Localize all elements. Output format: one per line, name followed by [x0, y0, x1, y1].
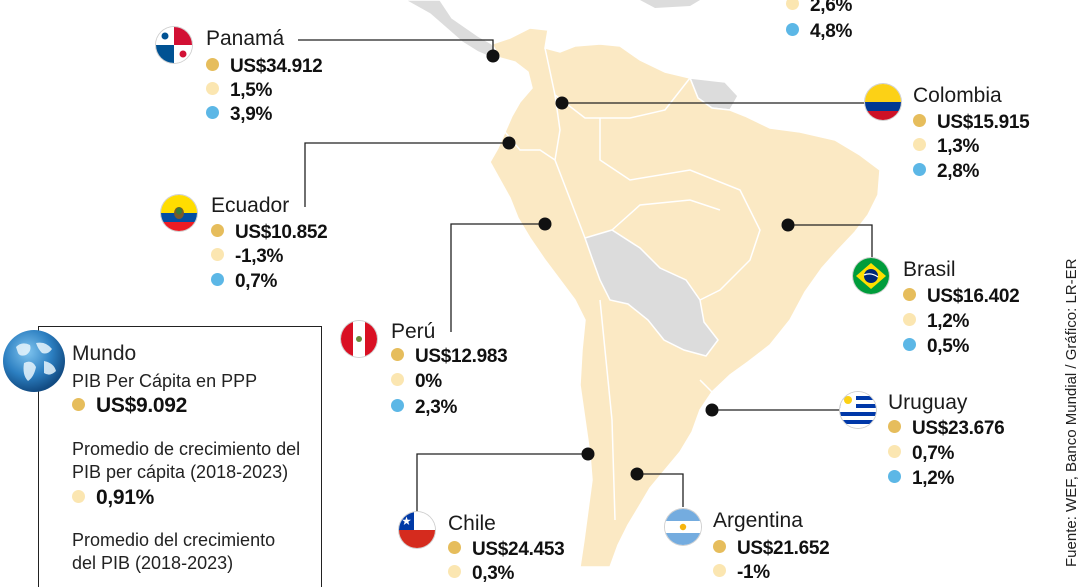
argentina-crecimiento: -1% [713, 561, 770, 585]
tasa-dot-icon [206, 106, 219, 120]
crecimiento-dot-icon [448, 565, 461, 579]
ecuador-crecimiento: -1,3% [211, 245, 283, 269]
panama-crecimiento: 1,5% [206, 79, 272, 103]
pib-dot-icon [888, 420, 901, 434]
world-tasa-label-1: Promedio del crecimiento [72, 530, 276, 550]
south-america-map [298, 0, 881, 567]
panama-pib: US$34.912 [206, 55, 323, 79]
country-name-colombia: Colombia [913, 84, 1002, 107]
bolivia-paraguay-land [584, 229, 719, 357]
tasa-dot-icon [913, 163, 926, 177]
flag-peru-icon [341, 321, 377, 357]
world-tasa-label-2: del PIB (2018-2023) [72, 553, 234, 573]
world-summary-panel [38, 326, 322, 587]
country-name-panama: Panamá [206, 27, 285, 50]
tasa-dot-icon [391, 399, 404, 413]
colombia-tasa: 2,8% [913, 160, 979, 184]
marker-peru [538, 217, 552, 231]
world-title: Mundo [72, 342, 137, 365]
country-name-argentina: Argentina [713, 509, 803, 532]
marker-chile [581, 447, 595, 461]
country-name-peru: Perú [391, 320, 436, 343]
crecimiento-dot-icon [211, 248, 224, 262]
world-crecimiento: 0,91% [72, 486, 154, 510]
world-pib-label: PIB Per Cápita en PPP [72, 371, 258, 391]
world-pib: US$9.092 [72, 394, 187, 418]
peru-pib: US$12.983 [391, 345, 508, 369]
pib-dot-icon [72, 397, 85, 411]
chile-pib: US$24.453 [448, 538, 565, 562]
uruguay-crecimiento: 0,7% [888, 442, 954, 466]
uruguay-tasa: 1,2% [888, 467, 954, 491]
brasil-crecimiento: 1,2% [903, 310, 969, 334]
crecimiento-dot-icon [72, 489, 85, 503]
argentina-pib: US$21.652 [713, 537, 830, 561]
flag-argentina-icon [665, 509, 701, 545]
country-name-chile: Chile [448, 512, 496, 535]
pib-dot-icon [713, 540, 726, 554]
brasil-pib: US$16.402 [903, 285, 1020, 309]
marker-brasil [781, 218, 795, 232]
chile-crecimiento: 0,3% [448, 562, 514, 586]
crecimiento-dot-icon [888, 445, 901, 459]
marker-colombia [555, 96, 569, 110]
flag-brasil-icon [853, 258, 889, 294]
tasa-dot-icon [211, 273, 224, 287]
peru-crecimiento: 0% [391, 370, 442, 394]
uruguay-pib: US$23.676 [888, 417, 1005, 441]
tasa-dot-icon [888, 470, 901, 484]
country-name-brasil: Brasil [903, 258, 956, 281]
central-america-land [403, 0, 502, 59]
country-name-ecuador: Ecuador [211, 194, 290, 217]
pib-dot-icon [211, 224, 224, 238]
crecimiento-dot-icon [206, 82, 219, 96]
globe-icon [2, 329, 66, 393]
pib-dot-icon [903, 288, 916, 302]
marker-argentina [630, 467, 644, 481]
marker-panama [486, 49, 500, 63]
pib-dot-icon [448, 541, 461, 555]
location-markers [486, 49, 795, 481]
pib-dot-icon [391, 348, 404, 362]
pib-dot-icon [206, 58, 219, 72]
crecimiento-dot-icon [391, 373, 404, 387]
crecimiento-dot-icon [713, 564, 726, 578]
tasa-dot-icon [903, 338, 916, 352]
ecuador-tasa: 0,7% [211, 270, 277, 294]
marker-ecuador [502, 136, 516, 150]
flag-ecuador-icon [161, 195, 197, 231]
flag-colombia-icon [865, 84, 901, 120]
brasil-tasa: 0,5% [903, 335, 969, 359]
top-partial-tasa: 4,8% [786, 20, 852, 44]
pib-dot-icon [913, 114, 926, 128]
crecimiento-dot-icon [913, 138, 926, 152]
country-name-uruguay: Uruguay [888, 391, 968, 414]
source-credit: Fuente: WEF, Banco Mundial / Gráfico: LR… [1063, 258, 1080, 567]
crecimiento-dot-icon [786, 0, 799, 11]
crecimiento-dot-icon [903, 313, 916, 327]
panama-tasa: 3,9% [206, 103, 272, 127]
ecuador-pib: US$10.852 [211, 221, 328, 245]
world-crec-label-2: PIB per cápita (2018-2023) [72, 462, 289, 482]
world-crec-label-1: Promedio de crecimiento del [72, 439, 301, 459]
colombia-pib: US$15.915 [913, 111, 1030, 135]
colombia-crecimiento: 1,3% [913, 135, 979, 159]
tasa-dot-icon [786, 23, 799, 37]
caribbean-islands [640, 0, 700, 8]
flag-chile-icon [399, 512, 435, 548]
peru-tasa: 2,3% [391, 396, 457, 420]
top-partial-crecimiento: 2,6% [786, 0, 852, 18]
marker-uruguay [705, 403, 719, 417]
flag-panama-icon [156, 27, 192, 63]
leader-lines [298, 39, 873, 512]
flag-uruguay-icon [840, 392, 876, 428]
